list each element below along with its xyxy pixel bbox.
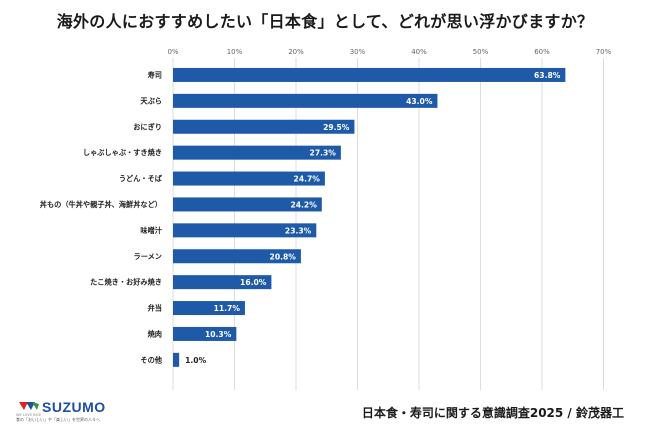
x-tick-label: 0% (167, 48, 178, 56)
value-label: 24.7% (294, 175, 321, 184)
logo-mark-icon (19, 402, 39, 410)
value-label: 29.5% (323, 123, 350, 132)
x-tick-label: 70% (596, 48, 612, 56)
category-label: 焼肉 (148, 329, 162, 338)
category-label: 味噌汁 (140, 226, 162, 235)
bar (173, 145, 341, 160)
category-label: ラーメン (134, 252, 162, 261)
bar (173, 275, 272, 290)
category-label: たこ焼き・お好み焼き (90, 278, 162, 287)
category-label: 弁当 (148, 304, 162, 313)
bar (173, 249, 301, 264)
value-label: 63.8% (534, 71, 561, 80)
value-label: 10.3% (205, 330, 232, 339)
logo-tag: WE LOVE RICE (16, 413, 42, 417)
value-label: 27.3% (310, 149, 337, 158)
category-label: その他 (140, 355, 162, 364)
value-label: 11.7% (214, 304, 241, 313)
bar (173, 119, 355, 134)
bar (173, 197, 322, 212)
bar (173, 301, 245, 316)
bar (173, 171, 325, 186)
logo-tagline: 食の「おいしい」や「楽しい」を世界の人々へ (16, 417, 100, 422)
value-label: 1.0% (185, 356, 206, 365)
x-tick-label: 60% (534, 48, 550, 56)
value-label: 24.2% (290, 200, 317, 209)
category-label: 丼もの（牛丼や親子丼、海鮮丼など） (40, 200, 162, 209)
logo-wordmark: SUZUMO (42, 399, 106, 415)
x-tick-label: 40% (411, 48, 427, 56)
bar (173, 223, 317, 238)
category-label: しゃぶしゃぶ・すき焼き (83, 148, 162, 157)
category-label: 天ぷら (140, 96, 162, 105)
value-label: 20.8% (270, 252, 297, 261)
category-label: うどん・そば (119, 174, 163, 183)
bar (173, 67, 566, 82)
bar (173, 326, 237, 341)
bar (173, 352, 180, 367)
x-tick-label: 10% (227, 48, 243, 56)
suzumo-logo: SUZUMO WE LOVE RICE 食の「おいしい」や「楽しい」を世界の人々… (16, 398, 126, 428)
value-label: 16.0% (240, 278, 267, 287)
chart-title: 海外の人におすすめしたい「日本食」として、どれが思い浮かびますか？ (56, 12, 594, 31)
bar (173, 93, 438, 108)
value-label: 23.3% (285, 226, 312, 235)
source-caption: 日本食・寿司に関する意識調査2025 / 鈴茂器工 (361, 406, 624, 420)
category-label: おにぎり (133, 122, 162, 131)
category-label: 寿司 (148, 70, 162, 79)
x-tick-label: 20% (288, 48, 304, 56)
x-tick-label: 50% (473, 48, 489, 56)
x-tick-label: 30% (350, 48, 366, 56)
value-label: 43.0% (406, 97, 433, 106)
